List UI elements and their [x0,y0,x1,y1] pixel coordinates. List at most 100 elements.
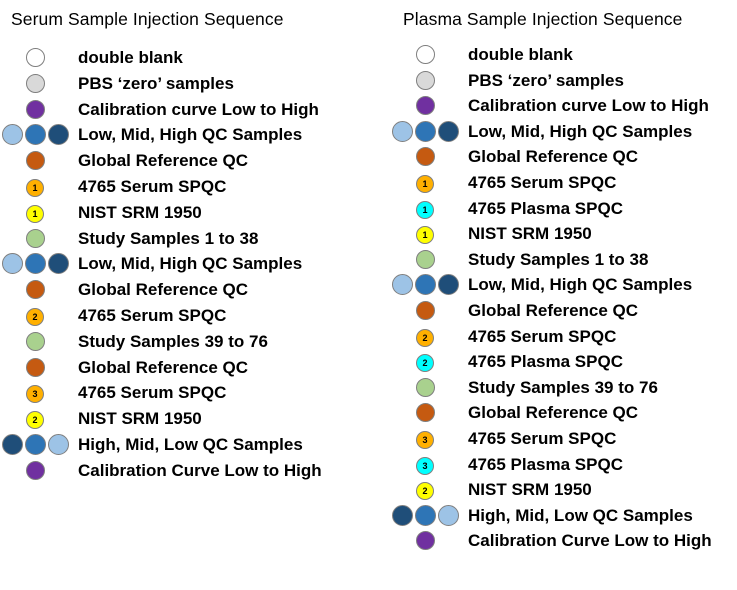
sample-icons [0,330,78,356]
mid-blue-circle-icon [24,434,46,455]
sequence-item-label: Low, Mid, High QC Samples [78,125,303,145]
purple-circle-icon [25,99,45,119]
sequence-item-label: Global Reference QC [78,357,249,377]
sequence-item: 1 4765 Serum SPQC [0,175,360,201]
serum-sequence-panel: Serum Sample Injection Sequence double b… [0,0,360,590]
sequence-item: Low, Mid, High QC Samples [390,120,737,146]
orange-circle-icon [415,147,435,167]
sequence-item-label: Calibration curve Low to High [468,96,709,116]
sequence-item-label: double blank [78,48,183,67]
sequence-item-label: double blank [468,45,573,64]
sample-icons: 1 [390,197,468,223]
plasma-sequence-title: Plasma Sample Injection Sequence [403,9,683,29]
sequence-item: Study Samples 39 to 76 [390,376,737,402]
gold-circle-icon: 3 [416,431,434,449]
green-circle-icon [415,249,435,269]
sample-icons [390,94,468,120]
sample-icons [390,299,468,325]
sequence-item-label: Study Samples 1 to 38 [78,228,259,248]
sequence-item: PBS ‘zero’ samples [0,72,360,98]
sample-icons [0,356,78,382]
plasma-sequence-panel: Plasma Sample Injection Sequence double … [390,0,737,590]
mid-blue-circle-icon [414,120,436,142]
gold-circle-icon: 2 [26,308,44,326]
sequence-item: Calibration curve Low to High [0,98,360,124]
sequence-item: 2 NIST SRM 1950 [390,478,737,504]
sample-icons: 2 [0,407,78,433]
light-blue-circle-icon [437,504,459,526]
light-blue-circle-icon [1,253,23,275]
sequence-item: Low, Mid, High QC Samples [390,273,737,299]
mid-blue-circle-icon [414,274,436,296]
gold-circle-icon: 3 [26,385,44,404]
sequence-item-label: 4765 Serum SPQC [78,383,227,403]
sample-icons [390,401,468,427]
sequence-item-label: PBS ‘zero’ samples [468,70,624,90]
gold-circle-icon: 2 [416,328,434,347]
sequence-item: double blank [390,43,737,69]
sample-icons: 2 [390,478,468,504]
sequence-item-label: Calibration Curve Low to High [468,531,712,551]
sample-icons [390,529,468,555]
sequence-item: Global Reference QC [390,145,737,171]
purple-circle-icon [415,531,435,551]
sample-icons: 1 [0,175,78,201]
sequence-item-label: PBS ‘zero’ samples [78,73,234,93]
sequence-item: 3 4765 Serum SPQC [390,427,737,453]
sequence-item: 2 NIST SRM 1950 [0,407,360,433]
sequence-item-label: 4765 Serum SPQC [468,326,617,346]
dark-blue-circle-icon [437,120,459,142]
mid-blue-circle-icon [24,124,46,146]
sample-icons: 3 [390,427,468,453]
sample-icons [0,98,78,124]
sequence-item-label: Low, Mid, High QC Samples [78,254,303,274]
sample-icons [390,69,468,95]
sequence-item: Global Reference QC [0,278,360,304]
sequence-item-label: 4765 Serum SPQC [78,306,227,325]
sample-icons [0,149,78,175]
sequence-item: Global Reference QC [0,149,360,175]
sample-icons [390,248,468,274]
sample-icons: 1 [390,222,468,248]
sequence-item-label: Global Reference QC [468,301,639,320]
orange-circle-icon [25,357,45,377]
white-circle-icon [415,45,435,64]
grey-circle-icon [415,70,435,90]
sequence-item: Global Reference QC [390,401,737,427]
gold-circle-icon: 1 [416,175,434,193]
yellow-circle-icon: 1 [416,226,434,245]
orange-circle-icon [415,301,435,320]
purple-circle-icon [25,460,45,480]
sequence-item-label: NIST SRM 1950 [468,224,592,244]
yellow-circle-icon: 2 [26,411,44,430]
sequence-item: PBS ‘zero’ samples [390,69,737,95]
sample-icons [390,504,468,530]
sample-icons [0,227,78,253]
dark-blue-circle-icon [47,253,69,275]
sequence-item-label: 4765 Serum SPQC [468,173,617,192]
sample-icons: 3 [390,453,468,479]
sequence-item: 1 4765 Plasma SPQC [390,197,737,223]
sample-icons: 3 [0,381,78,407]
sequence-item: 1 NIST SRM 1950 [390,222,737,248]
sample-icons [0,72,78,98]
sample-icons [390,120,468,146]
sequence-item-label: Calibration Curve Low to High [78,460,322,480]
sequence-item: 2 4765 Serum SPQC [390,325,737,351]
sequence-item-label: Study Samples 1 to 38 [468,249,649,269]
sample-icons [390,145,468,171]
sequence-item: 3 4765 Plasma SPQC [390,453,737,479]
light-blue-circle-icon [391,274,413,296]
orange-circle-icon [415,403,435,423]
sequence-item: 2 4765 Plasma SPQC [390,350,737,376]
sequence-item: 1 4765 Serum SPQC [390,171,737,197]
light-blue-circle-icon [1,124,23,146]
sequence-item: Global Reference QC [390,299,737,325]
sequence-item: High, Mid, Low QC Samples [0,433,360,459]
grey-circle-icon [25,73,45,93]
sequence-item: Low, Mid, High QC Samples [0,252,360,278]
serum-sequence-title: Serum Sample Injection Sequence [11,9,284,29]
sample-icons [0,123,78,149]
sample-icons [390,43,468,69]
sequence-item: Calibration Curve Low to High [0,459,360,485]
